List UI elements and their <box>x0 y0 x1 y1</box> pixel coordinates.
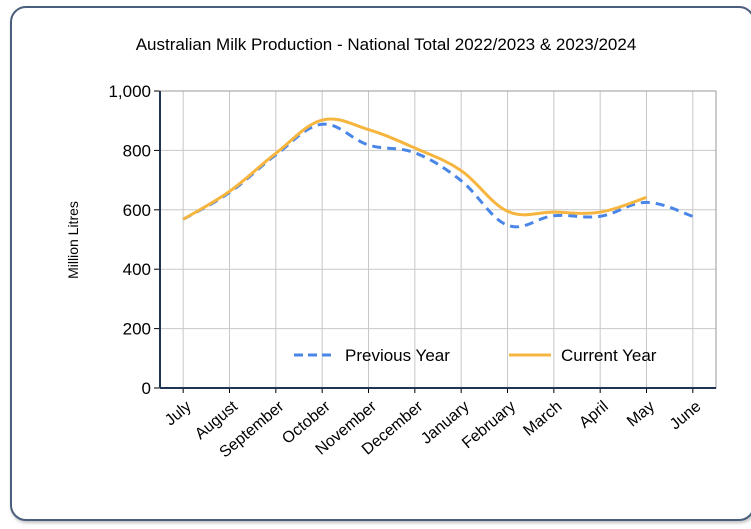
y-tick-label: 1,000 <box>108 82 151 101</box>
legend-current-year-label: Current Year <box>561 346 657 365</box>
legend-previous-year-label: Previous Year <box>345 346 450 365</box>
y-axis-label: Million Litres <box>65 201 81 279</box>
chart-title: Australian Milk Production - National To… <box>136 35 637 54</box>
plot-area <box>160 91 716 388</box>
x-tick-label: April <box>576 398 611 432</box>
y-tick-label: 800 <box>123 141 151 160</box>
series-lines <box>182 117 694 229</box>
y-tick-label: 600 <box>123 201 151 220</box>
y-tick-label: 0 <box>142 379 151 398</box>
y-tick-label: 200 <box>123 320 151 339</box>
y-tick-label: 400 <box>123 260 151 279</box>
x-tick-label: May <box>624 398 658 430</box>
grid <box>160 90 716 389</box>
x-tick-label: July <box>162 398 195 429</box>
series-line-current-year <box>182 117 647 221</box>
x-tick-label: March <box>520 398 565 440</box>
x-tick-label: June <box>667 398 705 433</box>
legend: Previous Year Current Year <box>294 346 657 365</box>
